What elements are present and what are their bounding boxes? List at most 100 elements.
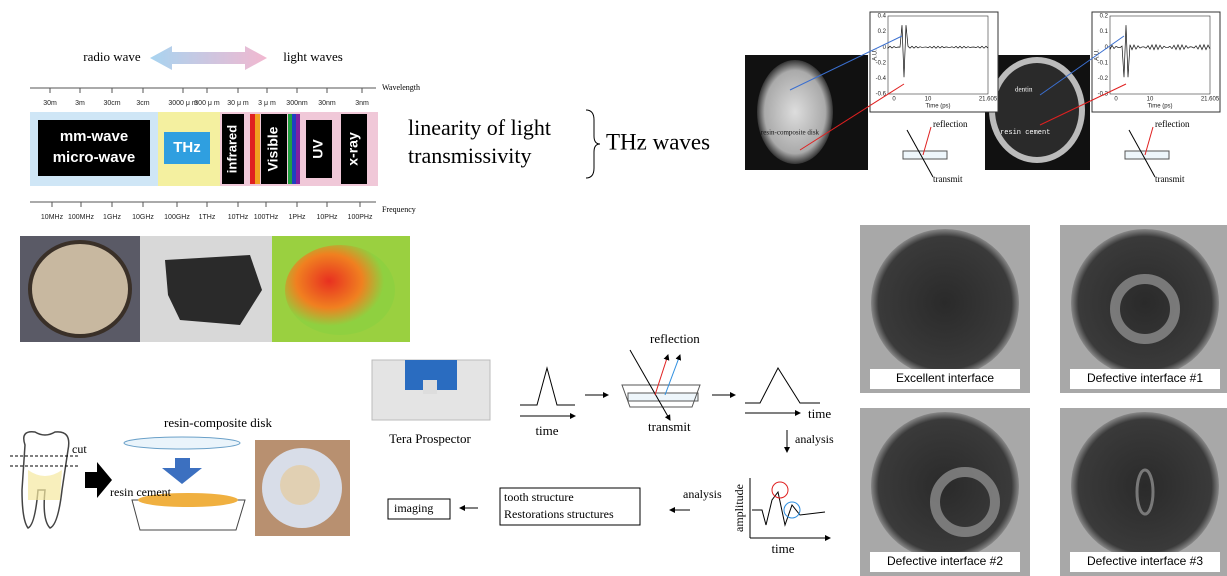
plot-xtick: 10 xyxy=(925,97,932,103)
frequency-ticks: 10MHz 100MHz 1GHz 10GHz 100GHz 1THz 10THz 100TH… xyxy=(41,202,373,221)
frequency-tick: 100PHz xyxy=(348,214,373,221)
tooth-slice xyxy=(30,242,130,336)
frequency-tick: 100THz xyxy=(254,214,279,221)
reflection-label: reflection xyxy=(933,119,968,129)
structure-label: tooth structure xyxy=(504,490,574,504)
frequency-tick: 10THz xyxy=(228,214,249,221)
wavelength-tick: 30 μ m xyxy=(227,100,249,107)
plot-xtick: 10 xyxy=(1147,97,1154,103)
frequency-title: Frequency xyxy=(382,205,416,214)
reflection-label: reflection xyxy=(1155,119,1190,129)
wavelength-tick: 30nm xyxy=(318,100,336,107)
radio-label: radio wave xyxy=(83,49,141,64)
frequency-tick: 1PHz xyxy=(288,214,306,221)
frequency-tick: 10PHz xyxy=(316,214,338,221)
workflow: cut resin-composite disk resin cement Te… xyxy=(10,331,834,556)
time-label: time xyxy=(771,541,794,556)
wavelength-tick: 3cm xyxy=(136,100,149,107)
frequency-tick: 100GHz xyxy=(164,214,190,221)
analysis-label: analysis xyxy=(795,432,834,446)
frequency-tick: 1GHz xyxy=(103,214,121,221)
transmit-label: transmit xyxy=(648,419,691,434)
wavelength-tick: 3 μ m xyxy=(258,100,276,107)
result-label: Defective interface #3 xyxy=(1087,554,1203,568)
plot-xtick: 21.605 xyxy=(979,97,998,103)
waveform xyxy=(752,492,825,525)
transmit-label: transmit xyxy=(1155,174,1185,184)
plot-ytick: -0.4 xyxy=(876,76,887,82)
heatmap xyxy=(285,245,395,335)
stripe xyxy=(288,114,292,184)
reflection-label: reflection xyxy=(650,331,700,346)
plot-ytick: -0.2 xyxy=(1098,76,1109,82)
sample xyxy=(903,151,947,159)
band-label: mm-wave xyxy=(60,128,128,145)
analysis-label: analysis xyxy=(683,487,722,501)
double-arrow xyxy=(150,46,267,70)
wavelength-tick: 30cm xyxy=(103,100,120,107)
band-label: UV xyxy=(310,139,326,159)
plot-ytick: 0.2 xyxy=(1100,14,1109,20)
disk-label: resin-composite disk xyxy=(164,415,272,430)
property-text: transmissivity xyxy=(408,143,531,168)
beam xyxy=(655,355,668,395)
amplitude-label: amplitude xyxy=(732,484,746,532)
disk xyxy=(124,437,240,449)
plot-xlabel: Time (ps) xyxy=(1147,104,1172,110)
sample-label: resin cement xyxy=(1000,129,1050,137)
cut-label: cut xyxy=(72,442,87,456)
image-strip xyxy=(20,236,410,342)
stripe xyxy=(255,114,260,184)
wavelength-tick: 30m xyxy=(43,100,57,107)
plot-xlabel: Time (ps) xyxy=(925,104,950,110)
band-label: x-ray xyxy=(345,132,361,166)
plot-ytick: 0.4 xyxy=(878,14,887,20)
time-label: time xyxy=(535,423,558,438)
result-disk xyxy=(1071,229,1219,377)
band-label: Visible xyxy=(265,126,281,171)
stripe xyxy=(296,114,300,184)
cement-label: resin cement xyxy=(110,485,172,499)
band-label: infrared xyxy=(224,125,239,173)
frequency-tick: 1THz xyxy=(199,214,216,221)
result-disk xyxy=(871,229,1019,377)
plot-ytick: -0.6 xyxy=(876,92,887,98)
transmit-label: transmit xyxy=(933,174,963,184)
stripe xyxy=(250,114,255,184)
beam xyxy=(665,355,680,395)
wavelength-title: Wavelength xyxy=(382,83,420,92)
result-label: Defective interface #2 xyxy=(887,554,1003,568)
stripe xyxy=(292,114,296,184)
arrow xyxy=(85,462,112,498)
time-label: time xyxy=(808,406,831,421)
plot-xtick: 21.605 xyxy=(1201,97,1220,103)
results: Excellent interface Defective interface #… xyxy=(860,225,1227,576)
plot-ylabel: A.U. xyxy=(873,49,879,61)
result-disk xyxy=(1071,412,1219,560)
spectrum: radio wave light waves Wavelength 30m3m3… xyxy=(30,46,420,221)
band-label: micro-wave xyxy=(53,149,136,166)
result-label: Excellent interface xyxy=(896,371,994,385)
measurements: resin-composite disk dentin resin cement… xyxy=(745,12,1220,184)
frequency-tick: 10MHz xyxy=(41,214,64,221)
brace xyxy=(586,110,600,178)
sample-label: dentin xyxy=(1015,86,1033,94)
band-label: THz xyxy=(173,139,201,156)
frequency-tick: 100MHz xyxy=(68,214,95,221)
sample xyxy=(628,393,698,401)
sample-label: resin-composite disk xyxy=(761,129,820,137)
sample-disk xyxy=(757,60,833,164)
device-slot xyxy=(423,380,437,394)
wavelength-tick: 3nm xyxy=(355,100,369,107)
frequency-tick: 10GHz xyxy=(132,214,154,221)
figure: radio wave light waves Wavelength 30m3m3… xyxy=(0,0,1227,576)
wavelength-tick: 300 μ m xyxy=(194,100,220,107)
result-label: Defective interface #1 xyxy=(1087,371,1203,385)
property-text: linearity of light xyxy=(408,115,551,140)
highlight xyxy=(772,482,788,498)
sample xyxy=(1125,151,1169,159)
disk-photo xyxy=(280,465,320,505)
plot-ytick: 0.2 xyxy=(878,29,887,35)
arrow xyxy=(162,458,202,484)
